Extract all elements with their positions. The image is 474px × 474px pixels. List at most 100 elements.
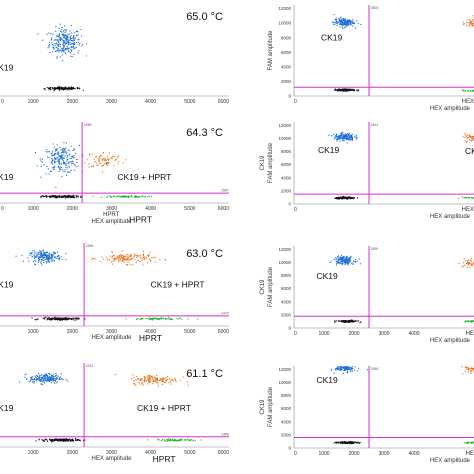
droplet-point-ck19	[72, 155, 74, 157]
droplet-point-ck19	[49, 261, 51, 263]
droplet-point-negative	[349, 89, 351, 91]
droplet-point-ck19	[345, 258, 347, 260]
droplet-point-negative	[75, 318, 77, 320]
droplet-point-ck19	[58, 33, 60, 35]
droplet-point-double	[113, 165, 115, 167]
droplet-point-ck19	[341, 132, 343, 134]
droplet-point-negative	[351, 197, 353, 199]
droplet-point-negative	[76, 317, 78, 319]
droplet-point-ck19	[59, 161, 61, 163]
droplet-point-ck19	[40, 380, 42, 382]
droplet-point-ck19	[57, 38, 59, 40]
droplet-point-ck19	[61, 50, 63, 52]
droplet-point-negative	[346, 90, 348, 92]
droplet-point-ck19	[49, 380, 51, 382]
droplet-point-ck19	[49, 379, 51, 381]
droplet-point-ck19	[343, 367, 345, 369]
droplet-point-negative	[31, 317, 33, 319]
droplet-point-ck19	[53, 260, 55, 262]
droplet-point-ck19	[57, 166, 59, 168]
droplet-point-ck19	[54, 166, 56, 168]
droplet-point-double	[129, 263, 131, 265]
droplet-point-negative	[73, 194, 75, 196]
droplet-point-double	[175, 381, 177, 383]
droplet-point-ck19	[44, 252, 46, 254]
droplet-point-ck19	[40, 261, 42, 263]
droplet-point-ck19	[66, 160, 68, 162]
droplet-point-ck19	[67, 36, 69, 38]
droplet-point-hprt	[154, 317, 156, 319]
droplet-point-negative	[49, 87, 51, 89]
droplet-point-ck19	[53, 48, 55, 50]
droplet-point-negative	[75, 194, 77, 196]
droplet-point-negative	[50, 87, 52, 89]
droplet-point-ck19	[341, 21, 343, 23]
droplet-point-ck19	[36, 378, 38, 380]
droplet-point-ck19	[64, 171, 66, 173]
droplet-point-hprt	[167, 441, 169, 443]
droplet-point-ck19	[45, 252, 47, 254]
droplet-point-hprt	[167, 439, 169, 441]
droplet-point-ck19	[351, 366, 353, 368]
droplet-point-ck19	[58, 170, 60, 172]
droplet-point-ck19	[335, 17, 337, 19]
droplet-point-ck19	[77, 41, 79, 43]
x-tick-label: 3000	[106, 450, 117, 456]
x-tick-label: 3000	[378, 331, 389, 337]
droplet-point-ck19	[338, 255, 340, 257]
droplet-point-ck19	[56, 57, 58, 59]
droplet-point-ck19	[60, 149, 62, 151]
droplet-point-ck19	[42, 257, 44, 259]
droplet-point-double	[145, 380, 147, 382]
droplet-point-double	[91, 257, 93, 259]
droplet-point-ck19	[29, 254, 31, 256]
droplet-point-double	[467, 264, 469, 266]
droplet-point-ck19	[40, 254, 42, 256]
droplet-point-negative	[353, 442, 355, 444]
droplet-point-ck19	[352, 23, 354, 25]
droplet-point-hprt	[465, 320, 467, 322]
droplet-point-negative	[42, 317, 44, 319]
droplet-point-double	[470, 136, 472, 138]
droplet-point-negative	[76, 87, 78, 89]
droplet-point-negative	[348, 320, 350, 322]
droplet-point-hprt	[466, 442, 468, 444]
droplet-point-ck19	[64, 41, 66, 43]
droplet-point-ck19	[340, 22, 342, 24]
droplet-point-hprt	[465, 321, 467, 323]
droplet-point-ck19	[345, 262, 347, 264]
droplet-point-ck19	[354, 369, 356, 371]
droplet-point-ck19	[55, 46, 57, 48]
droplet-point-ck19	[56, 47, 58, 49]
droplet-point-negative	[353, 197, 355, 199]
x-tick-label: 5000	[184, 450, 195, 456]
droplet-point-ck19	[331, 22, 333, 24]
droplet-point-ck19	[82, 154, 84, 156]
droplet-point-double	[100, 162, 102, 164]
droplet-point-ck19	[342, 139, 344, 141]
droplet-point-ck19	[355, 138, 357, 140]
droplet-point-double	[149, 381, 151, 383]
droplet-point-hprt	[468, 197, 470, 199]
y-tick-label: 2000	[281, 312, 292, 317]
droplet-point-double	[152, 383, 154, 385]
droplet-point-double	[130, 254, 132, 256]
droplet-point-ck19	[45, 375, 47, 377]
y-tick-label: 2000	[281, 432, 292, 437]
droplet-point-ck19	[335, 260, 337, 262]
droplet-point-ck19	[47, 376, 49, 378]
droplet-point-ck19	[58, 257, 60, 259]
droplet-point-ck19	[345, 137, 347, 139]
droplet-point-ck19	[63, 37, 65, 39]
droplet-point-ck19	[336, 366, 338, 368]
droplet-point-ck19	[366, 369, 368, 371]
droplet-point-ck19	[31, 378, 33, 380]
droplet-point-ck19	[48, 260, 50, 262]
droplet-point-ck19	[31, 376, 33, 378]
droplet-point-double	[468, 367, 470, 369]
droplet-point-hprt	[472, 442, 474, 444]
droplet-point-negative	[76, 196, 78, 198]
